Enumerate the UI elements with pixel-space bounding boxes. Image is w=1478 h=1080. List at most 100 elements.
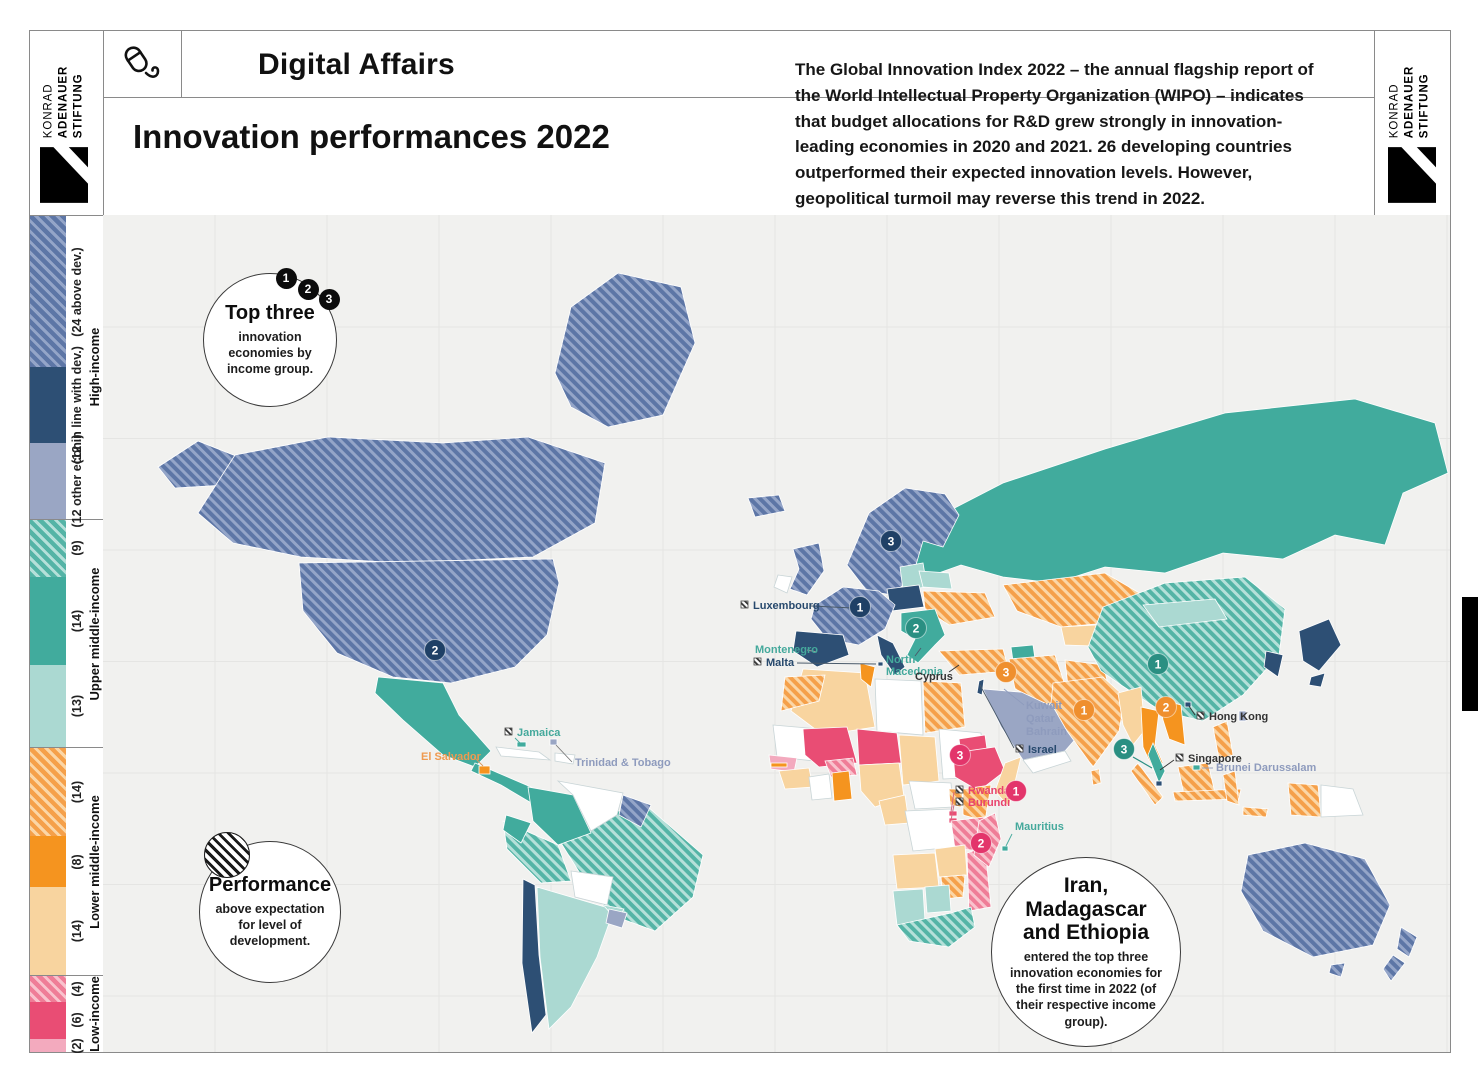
region-mauritius [1001,845,1009,852]
callout-top-three-title: Top three [225,302,315,325]
frame-left [29,30,30,1053]
top-three-rank-badge-3: 3 [318,288,340,310]
region-canada [197,436,606,564]
region-italy [876,634,906,676]
svg-text:Luxembourg: Luxembourg [753,600,820,612]
svg-text:Singapore: Singapore [1188,753,1242,765]
svg-text:1: 1 [1155,658,1162,672]
region-south-korea [1263,650,1284,678]
hatched-performance-icon [204,832,250,878]
region-cuba [495,746,552,761]
map-label-burundi: Burundi [950,797,1010,821]
region-ireland [773,574,793,594]
region-java [1172,788,1242,802]
brand-line-3: STIFTUNG [1418,73,1431,139]
svg-text:2: 2 [978,837,985,851]
svg-text:Brunei Darussalam: Brunei Darussalam [1216,762,1316,774]
region-south-africa [896,906,976,948]
region-botswana [924,884,952,914]
computer-mouse-icon [124,46,160,78]
map-badge-low-2: 2 [970,832,992,854]
svg-text:Montenegro: Montenegro [755,644,818,656]
legend-swatch [30,443,66,519]
legend-group-low: (4) (6) (2) Low-income [30,975,105,1054]
performance-marker-icon [1015,744,1024,753]
region-new-zealand-south [1382,954,1406,982]
divider-icon-cell [181,30,182,97]
map-label-montenegro: Montenegro [755,644,818,656]
brand-line-3: STIFTUNG [72,73,85,139]
legend-count-label: (2) [70,1038,84,1054]
map-badge-high-1: 1 [849,596,871,618]
legend-group-name: Upper middle-income [86,567,105,700]
kas-logo-right: KONRAD ADENAUER STIFTUNG [1388,66,1433,138]
region-singapore [1155,780,1163,787]
map-badge-upper-1: 1 [1147,653,1169,675]
map-label-brunei: Brunei Darussalam [1202,762,1316,774]
svg-text:2: 2 [1163,701,1170,715]
svg-text:2: 2 [913,622,920,636]
svg-text:Hong Kong: Hong Kong [1209,711,1268,723]
region-scandinavia [846,487,960,596]
map-label-cyprus: Cyprus [915,664,960,683]
legend-count-label: (9) [70,540,84,556]
region-papua-new-guinea [1320,784,1364,818]
region-israel [976,678,985,696]
kas-logo-mark-left [40,147,88,203]
legend-group-name: Lower middle-income [86,794,105,929]
legend-group-name: Low-income [86,976,105,1053]
map-label-trinidad-tobago: Trinidad & Tobago [555,744,671,769]
svg-text:Malta: Malta [766,657,795,669]
region-hispaniola [554,752,576,765]
region-uruguay [605,908,628,929]
legend-count-label: (13) [70,694,84,718]
region-ecuador [502,814,532,844]
region-hong-kong [1184,701,1192,708]
callout-top-three: Top three innovation economies by income… [203,267,340,407]
legend-group-name: High-income [86,328,105,407]
svg-text:1: 1 [1013,785,1020,799]
region-japan [1298,618,1342,672]
performance-marker-icon [504,727,513,736]
legend-swatch [30,748,66,837]
region-india [1050,676,1126,768]
region-egypt [922,680,966,734]
frame-right [1450,30,1451,1053]
svg-text:Cyprus: Cyprus [915,671,953,683]
region-ivory-coast [808,773,833,801]
map-badge-high-3: 3 [880,530,902,552]
map-label-gulf: Kuwait Qatar Bahrain [1003,688,1067,738]
region-taiwan [1238,710,1247,722]
frame-top [29,30,1451,31]
region-belarus [918,570,953,590]
map-label-jamaica: Jamaica [504,727,561,744]
legend-swatch [30,886,66,976]
map-badge-upper-2: 2 [905,617,927,639]
region-somalia [994,756,1022,808]
region-central-african-republic [908,780,954,810]
legend-group-lower: (14) (8) (14) Lower middle-income [30,747,105,976]
divider-right-logo [1374,30,1375,215]
divider-header-row [103,97,1374,98]
map-badge-upper-3: 3 [1113,738,1153,769]
legend-swatch [30,976,66,1002]
region-jamaica [516,741,527,748]
map-label-malta: Malta [753,657,877,669]
series-title: Digital Affairs [258,48,455,81]
svg-text:Israel: Israel [1028,744,1057,756]
legend-count-label: (4) [70,981,84,997]
region-myanmar [1117,686,1146,746]
region-iberia [792,630,850,668]
top-three-rank-badge-2: 2 [297,278,319,300]
performance-marker-icon [955,797,964,806]
region-iceland [747,494,786,518]
map-label-mauritius: Mauritius [1005,821,1064,847]
legend-swatch [30,576,66,666]
region-bolivia [570,870,614,906]
callout-new-entrants: Iran, Madagascar and Ethiopia entered th… [991,857,1181,1047]
region-japan-south [1308,672,1326,688]
edge-tab [1462,597,1478,711]
callout-performance-title: Performance [208,874,332,897]
